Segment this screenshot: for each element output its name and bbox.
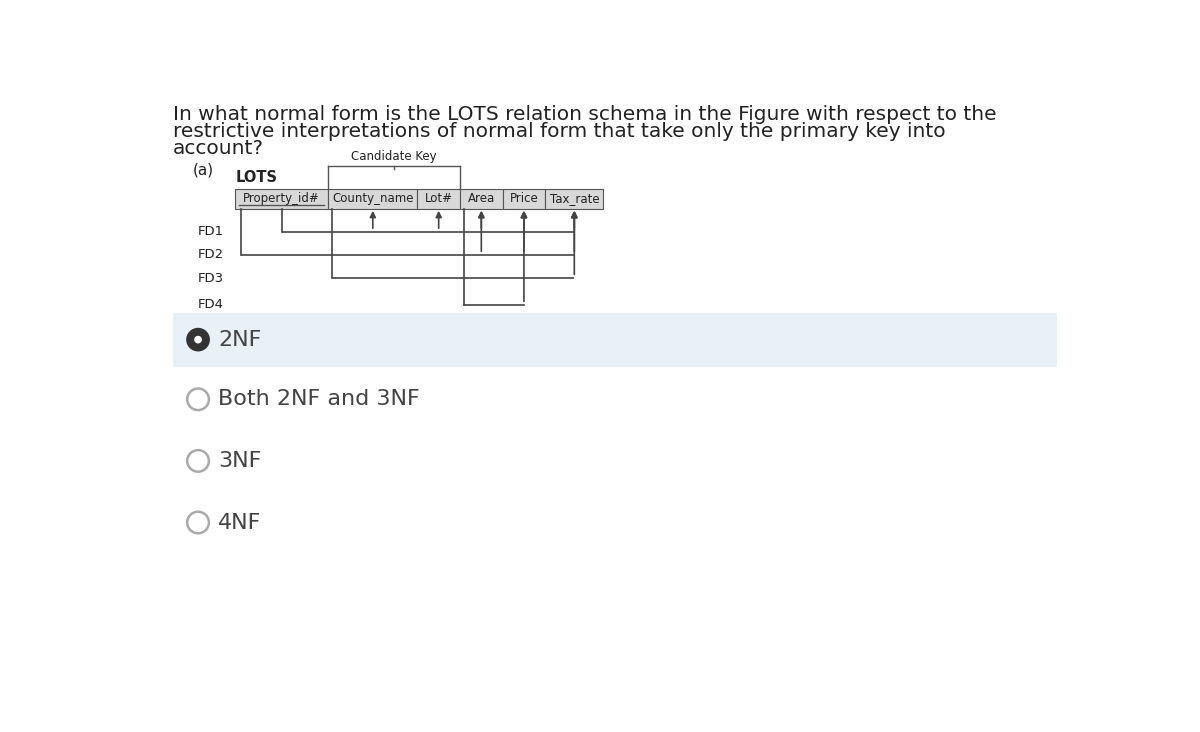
- Text: In what normal form is the LOTS relation schema in the Figure with respect to th: In what normal form is the LOTS relation…: [173, 105, 997, 124]
- Circle shape: [187, 329, 209, 351]
- Bar: [503, 189, 545, 209]
- Text: FD3: FD3: [198, 272, 223, 285]
- Text: FD1: FD1: [198, 225, 223, 239]
- Bar: [235, 189, 329, 209]
- Text: 4NF: 4NF: [218, 512, 262, 532]
- Text: Tax_rate: Tax_rate: [550, 193, 599, 205]
- Text: Lot#: Lot#: [425, 193, 452, 205]
- Text: FD2: FD2: [198, 248, 223, 261]
- Bar: [418, 189, 460, 209]
- Text: Property_id#: Property_id#: [244, 193, 320, 205]
- Text: LOTS: LOTS: [235, 170, 277, 185]
- Bar: [329, 189, 418, 209]
- Text: Area: Area: [468, 193, 494, 205]
- Text: County_name: County_name: [332, 193, 414, 205]
- Bar: [460, 189, 503, 209]
- Text: 3NF: 3NF: [218, 451, 262, 471]
- Text: Both 2NF and 3NF: Both 2NF and 3NF: [218, 389, 420, 409]
- Bar: [545, 189, 604, 209]
- Bar: [173, 313, 1057, 367]
- Text: 2NF: 2NF: [218, 329, 262, 350]
- Text: (a): (a): [193, 163, 214, 178]
- Circle shape: [194, 336, 202, 343]
- Text: FD4: FD4: [198, 299, 223, 312]
- Text: Price: Price: [510, 193, 539, 205]
- Text: restrictive interpretations of normal form that take only the primary key into: restrictive interpretations of normal fo…: [173, 122, 946, 141]
- Text: Candidate Key: Candidate Key: [352, 149, 437, 163]
- Text: account?: account?: [173, 138, 264, 157]
